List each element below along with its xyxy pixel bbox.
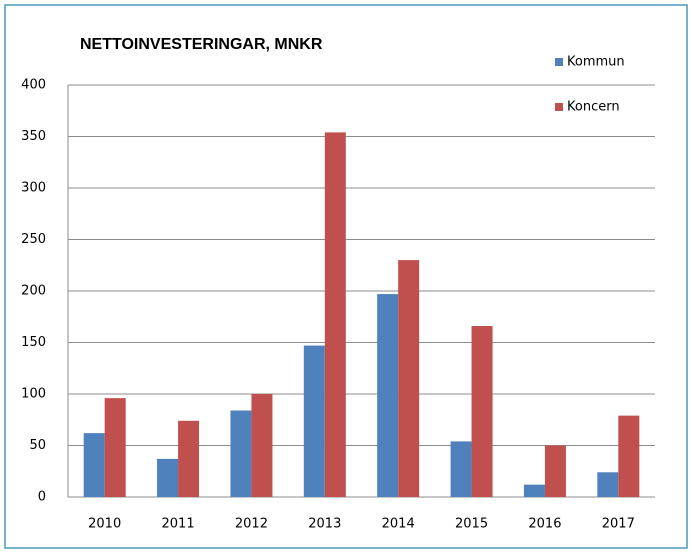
- x-tick-label: 2015: [455, 517, 488, 532]
- y-tick-label: 400: [21, 78, 46, 93]
- x-tick-label: 2010: [88, 517, 121, 532]
- bar: [178, 420, 200, 497]
- bar: [618, 415, 640, 497]
- y-tick-label: 350: [21, 129, 46, 144]
- x-tick-label: 2014: [382, 517, 415, 532]
- y-tick-label: 150: [21, 335, 46, 350]
- legend-swatch: [555, 103, 563, 111]
- y-tick-label: 300: [21, 181, 46, 196]
- legend-label: Koncern: [567, 100, 620, 115]
- bar: [83, 433, 105, 497]
- bar: [597, 472, 619, 497]
- bar: [157, 458, 179, 497]
- x-tick-label: 2017: [602, 517, 635, 532]
- y-tick-label: 200: [21, 284, 46, 299]
- y-tick-label: 100: [21, 387, 46, 402]
- legend-swatch: [555, 58, 563, 66]
- bar: [303, 345, 325, 497]
- x-tick-label: 2012: [235, 517, 268, 532]
- y-tick-label: 0: [38, 490, 46, 505]
- bar: [398, 260, 420, 497]
- x-tick-label: 2013: [308, 517, 341, 532]
- bar: [450, 441, 472, 497]
- y-tick-label: 250: [21, 232, 46, 247]
- bar: [251, 394, 273, 497]
- bar: [230, 410, 252, 497]
- bar: [104, 398, 126, 497]
- bar: [523, 484, 545, 497]
- bar: [471, 326, 493, 497]
- bar: [544, 445, 566, 497]
- x-tick-label: 2016: [528, 517, 561, 532]
- x-tick-label: 2011: [162, 517, 195, 532]
- legend-label: Kommun: [567, 55, 625, 70]
- chart-title: NETTOINVESTERINGAR, MNKR: [80, 36, 323, 53]
- bar: [324, 132, 346, 497]
- y-tick-label: 50: [29, 438, 46, 453]
- bar: [377, 294, 399, 497]
